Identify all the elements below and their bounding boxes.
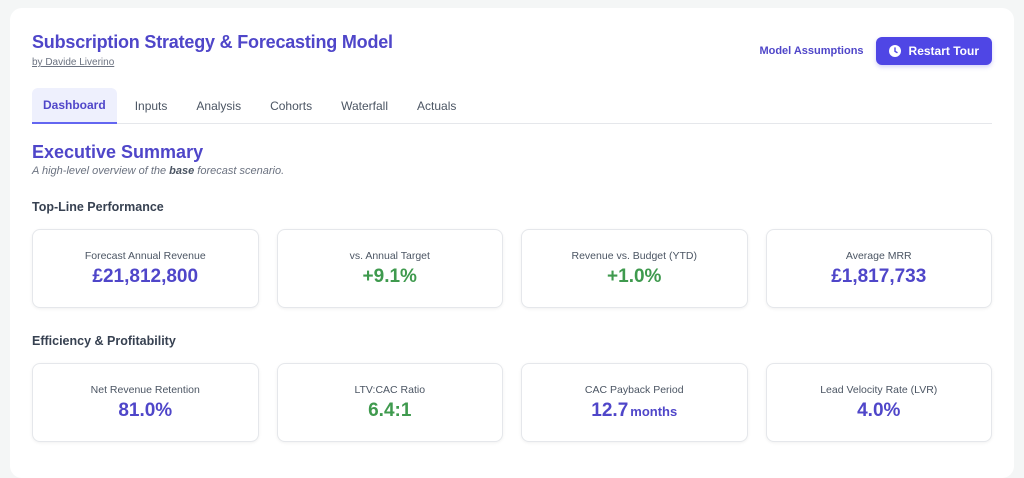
- kpi-value: +1.0%: [607, 265, 662, 287]
- kpi-value: 6.4:1: [368, 399, 412, 421]
- kpi-unit: months: [630, 403, 678, 419]
- kpi-card-vs-target: vs. Annual Target +9.1%: [276, 229, 503, 308]
- tab-analysis[interactable]: Analysis: [196, 99, 242, 113]
- tab-inputs[interactable]: Inputs: [134, 99, 168, 113]
- tab-actuals[interactable]: Actuals: [417, 99, 457, 113]
- kpi-card-nrr: Net Revenue Retention 81.0%: [32, 363, 259, 442]
- tab-dashboard[interactable]: Dashboard: [32, 88, 117, 124]
- kpi-value: £21,812,800: [92, 265, 199, 287]
- app-page: Subscription Strategy & Forecasting Mode…: [10, 8, 1014, 478]
- restart-tour-label: Restart Tour: [908, 44, 979, 58]
- kpi-value: 12.7: [591, 399, 629, 421]
- model-assumptions-button[interactable]: Model Assumptions: [759, 45, 864, 57]
- header-actions: Model Assumptions Restart Tour: [759, 37, 992, 65]
- tab-bar: Dashboard Inputs Analysis Cohorts Waterf…: [32, 88, 992, 124]
- restart-tour-button[interactable]: Restart Tour: [875, 37, 992, 65]
- kpi-card-forecast-revenue: Forecast Annual Revenue £21,812,800: [32, 229, 259, 308]
- tab-waterfall[interactable]: Waterfall: [341, 99, 389, 113]
- kpi-card-ltv-cac: LTV:CAC Ratio 6.4:1: [276, 363, 503, 442]
- top-line-title: Top-Line Performance: [32, 200, 164, 214]
- kpi-value: +9.1%: [362, 265, 417, 287]
- top-line-cards: Forecast Annual Revenue £21,812,800 vs. …: [32, 229, 992, 308]
- section-title: Executive Summary: [32, 142, 204, 162]
- tab-cohorts[interactable]: Cohorts: [270, 99, 313, 113]
- kpi-card-lvr: Lead Velocity Rate (LVR) 4.0%: [765, 363, 992, 442]
- kpi-card-cac-payback: CAC Payback Period 12.7 months: [521, 363, 748, 442]
- kpi-card-vs-budget: Revenue vs. Budget (YTD) +1.0%: [521, 229, 748, 308]
- efficiency-cards: Net Revenue Retention 81.0% LTV:CAC Rati…: [32, 363, 992, 442]
- header: Subscription Strategy & Forecasting Mode…: [32, 32, 992, 82]
- section-subtitle: A high-level overview of the base foreca…: [32, 165, 285, 177]
- kpi-value: 4.0%: [857, 399, 901, 421]
- author-link[interactable]: by Davide Liverino: [32, 57, 115, 68]
- efficiency-title: Efficiency & Profitability: [32, 334, 176, 348]
- kpi-card-average-mrr: Average MRR £1,817,733: [765, 229, 992, 308]
- kpi-value: £1,817,733: [831, 265, 927, 287]
- clock-icon: [888, 45, 901, 57]
- app-title: Subscription Strategy & Forecasting Mode…: [32, 32, 393, 52]
- kpi-value: 81.0%: [118, 399, 173, 421]
